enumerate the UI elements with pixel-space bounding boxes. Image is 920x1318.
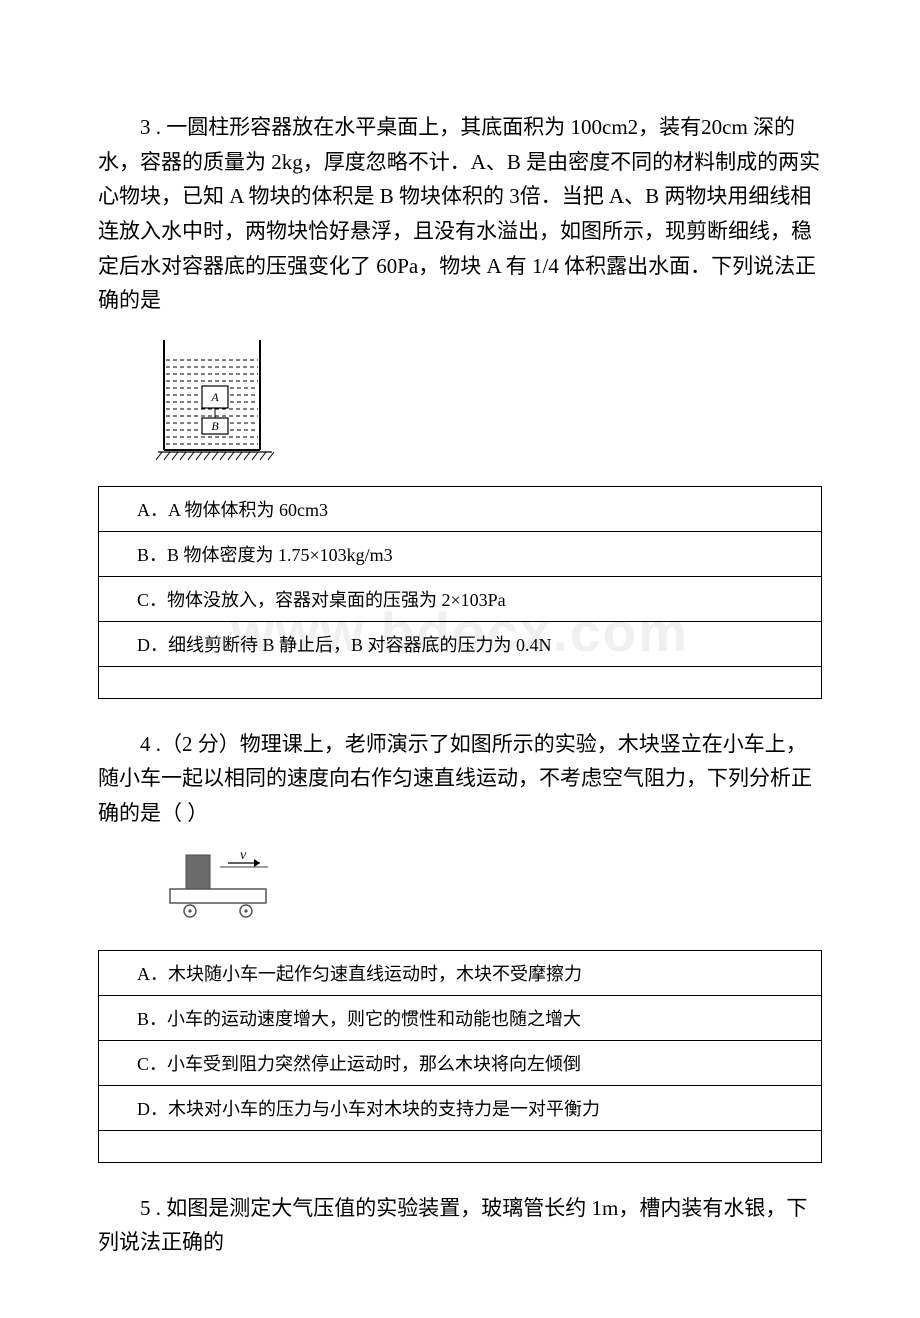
q4-option-c: C．小车受到阻力突然停止运动时，那么木块将向左倾倒 bbox=[99, 1040, 822, 1085]
q3-option-empty bbox=[99, 666, 822, 698]
cart-body bbox=[170, 889, 266, 903]
q3-options-table: A．A 物体体积为 60cm3 B．B 物体密度为 1.75×103kg/m3 … bbox=[98, 486, 822, 699]
q4-option-b: B．小车的运动速度增大，则它的惯性和动能也随之增大 bbox=[99, 995, 822, 1040]
velocity-label: v bbox=[240, 849, 247, 863]
q4-option-empty bbox=[99, 1130, 822, 1162]
q4-option-d: D．木块对小车的压力与小车对木块的支持力是一对平衡力 bbox=[99, 1085, 822, 1130]
q5-text: 5 . 如图是测定大气压值的实验装置，玻璃管长约 1m，槽内装有水银，下列说法正… bbox=[98, 1191, 822, 1260]
wood-block bbox=[186, 855, 210, 889]
block-b-label: B bbox=[211, 419, 219, 433]
q3-option-a: A．A 物体体积为 60cm3 bbox=[99, 486, 822, 531]
q4-option-a: A．木块随小车一起作匀速直线运动时，木块不受摩擦力 bbox=[99, 950, 822, 995]
q4-figure: v bbox=[156, 849, 822, 932]
q3-option-b: B．B 物体密度为 1.75×103kg/m3 bbox=[99, 531, 822, 576]
q3-figure: A B bbox=[156, 336, 822, 466]
q3-option-d: D．细线剪断待 B 静止后，B 对容器底的压力为 0.4N bbox=[99, 621, 822, 666]
q4-text: 4 .（2 分）物理课上，老师演示了如图所示的实验，木块竖立在小车上，随小车一起… bbox=[98, 727, 822, 831]
q4-svg: v bbox=[156, 849, 296, 927]
q3-svg: A B bbox=[156, 336, 276, 466]
block-a-label: A bbox=[210, 390, 219, 404]
q3-text: 3 . 一圆柱形容器放在水平桌面上，其底面积为 100cm2，装有20cm 深的… bbox=[98, 110, 822, 318]
q3-option-c: C．物体没放入，容器对桌面的压强为 2×103Pa bbox=[99, 576, 822, 621]
q4-options-table: A．木块随小车一起作匀速直线运动时，木块不受摩擦力 B．小车的运动速度增大，则它… bbox=[98, 950, 822, 1163]
